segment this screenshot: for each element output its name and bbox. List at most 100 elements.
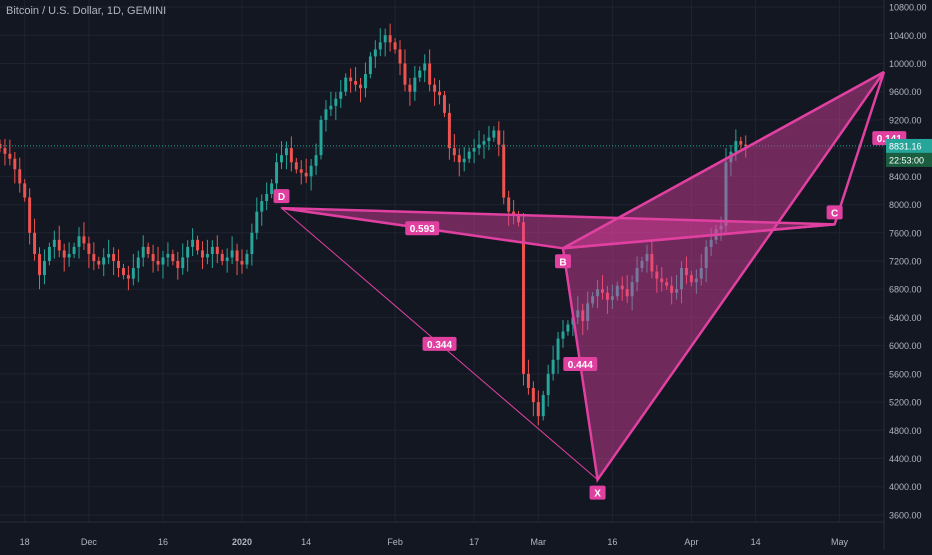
y-tick-label: 7200.00 — [889, 257, 922, 267]
candle-body — [423, 63, 427, 71]
candle-body — [156, 261, 160, 265]
candle-body — [630, 282, 634, 297]
candle-body — [507, 197, 511, 212]
candle-body — [704, 246, 708, 269]
candle-body — [181, 257, 185, 269]
candle-body — [47, 246, 51, 261]
candle-body — [709, 239, 713, 247]
candle-body — [324, 109, 328, 120]
y-tick-label: 9600.00 — [889, 87, 922, 97]
ratio-label-box — [563, 356, 598, 371]
candle-body — [280, 155, 283, 163]
y-tick-label: 4800.00 — [889, 426, 922, 436]
y-tick-label: 10800.00 — [889, 3, 927, 13]
candle-body — [52, 239, 56, 247]
candle-body — [275, 162, 279, 184]
candle-body — [433, 84, 437, 92]
candle-body — [186, 246, 190, 258]
candle-body — [438, 91, 442, 96]
candle-body — [230, 250, 234, 258]
candle-body — [655, 271, 659, 279]
x-tick-label: 14 — [751, 537, 761, 547]
candle-body — [368, 56, 372, 75]
candle-body — [176, 261, 180, 269]
candle-body — [601, 289, 604, 293]
candle-body — [586, 303, 590, 321]
candle-body — [319, 119, 323, 156]
candle-body — [566, 324, 570, 332]
candle-body — [689, 275, 693, 283]
candle-body — [719, 225, 723, 230]
x-tick-label: 14 — [301, 537, 311, 547]
candle-body — [472, 148, 476, 152]
y-tick-label: 10400.00 — [889, 31, 927, 41]
candle-body — [171, 253, 175, 261]
candle-body — [97, 261, 101, 265]
candle-body — [255, 211, 259, 233]
candle-body — [428, 63, 432, 85]
candle-body — [393, 42, 397, 50]
candle-body — [131, 268, 135, 279]
candle-body — [23, 183, 27, 198]
candle-body — [92, 253, 96, 261]
pattern-ba-leg — [562, 70, 885, 250]
candle-body — [665, 282, 669, 286]
candle-body — [684, 268, 688, 276]
candle-body — [220, 253, 224, 261]
x-tick-label: May — [831, 537, 849, 547]
candle-body — [191, 239, 195, 247]
candle-body — [126, 275, 130, 279]
pattern-point-label: C — [831, 208, 838, 219]
x-tick-label: 18 — [20, 537, 30, 547]
candle-body — [289, 148, 293, 163]
candle-body — [245, 253, 249, 265]
candle-body — [526, 373, 530, 388]
candle-body — [497, 130, 501, 145]
candle-body — [161, 257, 165, 265]
candle-body — [57, 239, 61, 251]
candle-body — [240, 261, 244, 265]
candle-body — [215, 246, 219, 254]
y-tick-label: 8000.00 — [889, 200, 922, 210]
candle-body — [591, 296, 595, 304]
x-tick-label: 16 — [158, 537, 168, 547]
candle-body — [87, 243, 91, 254]
ratio-label-box — [405, 221, 440, 236]
candle-body — [3, 148, 7, 154]
current-price-label: 8831.16 — [889, 141, 922, 151]
chart-title: Bitcoin / U.S. Dollar, 1D, GEMINI — [6, 5, 167, 17]
candle-body — [452, 148, 456, 156]
y-tick-label: 6000.00 — [889, 341, 922, 351]
candle-body — [77, 236, 81, 247]
candle-body — [270, 183, 274, 194]
candle-body — [299, 169, 303, 173]
candle-body — [610, 296, 614, 300]
candle-body — [457, 155, 461, 163]
candle-body — [294, 162, 298, 170]
candle-body — [536, 402, 540, 417]
candle-body — [250, 232, 254, 254]
candle-body — [502, 144, 506, 198]
candle-body — [383, 35, 387, 43]
candle-body — [344, 77, 348, 92]
candle-body — [605, 292, 609, 300]
x-tick-label: Feb — [387, 537, 403, 547]
candle-body — [596, 289, 600, 297]
candle-body — [645, 253, 649, 261]
candle-body — [225, 257, 229, 261]
y-tick-label: 5200.00 — [889, 398, 922, 408]
candle-body — [442, 95, 446, 113]
candle-body — [141, 246, 145, 258]
candle-body — [38, 253, 41, 276]
candle-body — [660, 278, 664, 283]
candle-body — [635, 268, 639, 283]
x-tick-label: Apr — [684, 537, 698, 547]
candle-body — [107, 253, 111, 258]
pattern-point-box — [273, 189, 290, 204]
candle-body — [33, 232, 37, 254]
pattern-point-label: B — [559, 257, 566, 268]
candle-body — [615, 285, 619, 297]
candle-body — [680, 268, 684, 290]
